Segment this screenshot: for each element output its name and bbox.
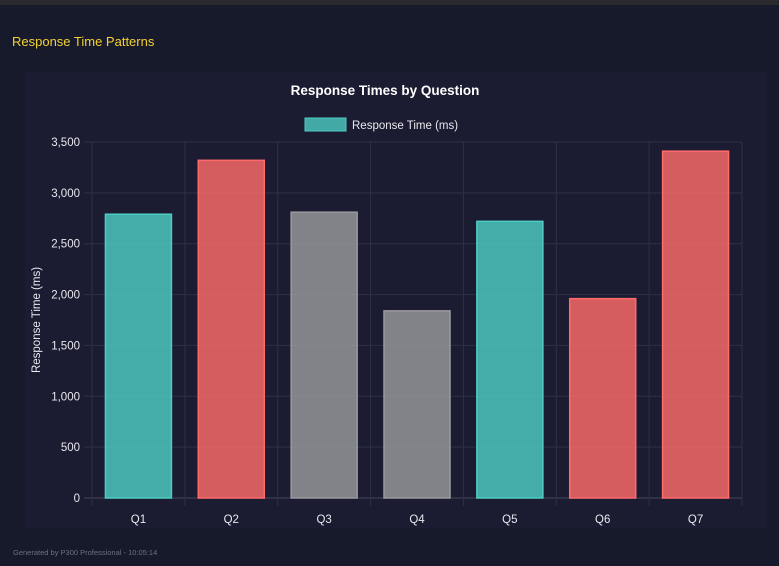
bar-q6: [568, 297, 637, 499]
section-title: Response Time Patterns: [12, 34, 155, 49]
y-tick-label: 2,000: [51, 290, 80, 302]
x-tick-label: Q7: [688, 514, 703, 526]
legend-label: Response Time (ms): [352, 120, 458, 132]
x-tick-label: Q1: [131, 514, 146, 526]
bar-q3: [290, 211, 358, 499]
y-tick-label: 1,500: [51, 340, 80, 352]
y-tick-label: 500: [61, 442, 80, 454]
x-tick-label: Q3: [316, 514, 331, 526]
y-tick-label: 3,000: [51, 188, 80, 200]
x-tick-label: Q6: [595, 514, 610, 526]
bar-q7: [661, 150, 730, 499]
y-tick-label: 0: [74, 493, 80, 505]
legend-swatch: [304, 117, 347, 132]
bar-q4: [383, 310, 451, 499]
footer-text: Generated by P300 Professional - 10:05:1…: [13, 548, 158, 557]
y-axis-label: Response Time (ms): [31, 267, 43, 373]
y-tick-label: 1,000: [51, 391, 80, 403]
window-top-bar: [0, 0, 779, 5]
x-tick-label: Q2: [224, 514, 239, 526]
bar-q5: [476, 220, 544, 499]
chart-title: Response Times by Question: [291, 83, 480, 98]
bar-q2: [197, 159, 266, 499]
x-tick-label: Q4: [409, 514, 425, 526]
y-tick-label: 2,500: [51, 239, 80, 251]
bar-q1: [104, 213, 173, 499]
x-tick-label: Q5: [502, 514, 517, 526]
y-tick-label: 3,500: [51, 137, 80, 149]
